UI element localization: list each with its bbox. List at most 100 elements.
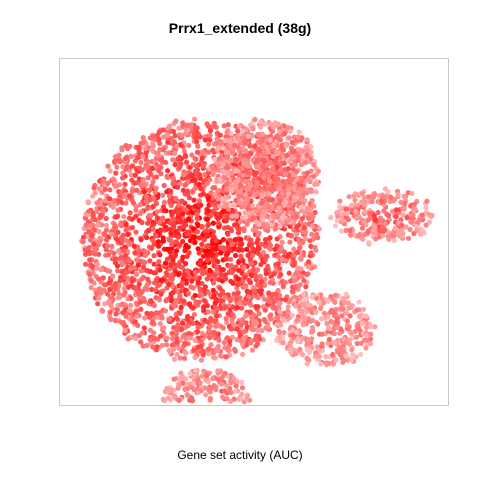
cell-point (355, 321, 361, 328)
cell-point (253, 183, 259, 189)
cell-point (291, 155, 297, 161)
cell-point (419, 212, 425, 218)
cell-point (262, 243, 269, 249)
cell-point (275, 315, 281, 321)
cell-point (239, 241, 245, 247)
cell-point (96, 276, 102, 282)
cell-point (160, 235, 166, 241)
cell-point (204, 180, 210, 186)
cell-point (244, 394, 250, 400)
cell-point (191, 312, 197, 318)
cell-point (258, 279, 264, 285)
cell-point (153, 295, 159, 301)
cell-point (164, 226, 170, 232)
cell-point (90, 213, 96, 219)
cell-point (263, 271, 269, 277)
cell-point (140, 178, 146, 184)
cell-point (270, 124, 276, 130)
cell-point (100, 178, 106, 184)
cell-point (210, 287, 216, 293)
cell-point (205, 233, 211, 239)
cell-point (234, 326, 240, 332)
cell-point (300, 322, 306, 328)
cell-point (329, 319, 335, 325)
cell-point (304, 271, 310, 277)
cell-point (85, 199, 91, 205)
cell-point (340, 359, 346, 365)
cell-point (147, 168, 153, 175)
cell-point (272, 120, 278, 126)
cell-point (281, 249, 287, 255)
cell-point (173, 118, 179, 124)
cell-point (244, 288, 250, 294)
cell-point (177, 207, 183, 213)
cell-point (213, 296, 219, 302)
cell-point (202, 269, 208, 275)
cell-point (150, 319, 156, 325)
cell-point (345, 217, 351, 223)
cell-point (181, 148, 187, 154)
cell-point (95, 301, 101, 307)
cell-point (163, 260, 169, 266)
cell-point (208, 342, 214, 348)
cell-point (235, 276, 241, 282)
cell-point (368, 331, 374, 337)
cell-point (166, 150, 172, 156)
cell-point (326, 336, 332, 342)
cell-point (395, 192, 401, 198)
cell-point (210, 208, 216, 214)
cell-point (174, 315, 180, 321)
cell-point (257, 124, 263, 130)
cell-point (262, 257, 268, 263)
cell-point (243, 320, 249, 326)
cell-point (358, 351, 364, 357)
cell-point (142, 252, 148, 258)
cell-point (305, 205, 311, 211)
cell-point (127, 308, 133, 314)
cell-point (213, 200, 219, 206)
cell-point (344, 211, 350, 217)
cell-point (278, 246, 284, 252)
cell-point (309, 317, 316, 324)
cell-point (252, 337, 258, 343)
cell-point (202, 172, 208, 178)
cell-point (214, 265, 220, 271)
cell-point (241, 399, 247, 405)
cell-point (202, 286, 208, 292)
cell-point (170, 289, 176, 295)
cell-point (94, 208, 100, 215)
cell-point (351, 232, 357, 238)
cell-point (216, 337, 222, 343)
cell-point (258, 139, 264, 145)
cell-point (88, 278, 94, 284)
cell-point (213, 237, 219, 244)
cell-point (137, 299, 143, 305)
cell-point (274, 164, 280, 170)
cell-point (255, 327, 261, 333)
cell-point (299, 273, 305, 279)
cell-point (224, 130, 230, 136)
cell-point (261, 249, 267, 256)
cell-point (343, 206, 349, 212)
cell-point (127, 143, 133, 149)
cell-point (387, 198, 393, 205)
cell-point (277, 129, 283, 135)
cell-point (231, 376, 237, 382)
cell-point (281, 160, 287, 166)
cell-point (177, 293, 183, 299)
cell-point (165, 133, 171, 139)
cell-point (223, 276, 229, 282)
cell-point (185, 178, 191, 184)
cell-point (242, 313, 249, 319)
cell-point (283, 258, 289, 264)
cell-point (302, 315, 309, 322)
cell-point (148, 213, 154, 219)
cell-point (104, 243, 111, 249)
cell-point (285, 186, 291, 192)
cell-point (354, 340, 360, 347)
cell-point (266, 290, 272, 296)
cell-point (169, 336, 176, 342)
cell-point (225, 250, 231, 256)
cell-point (244, 221, 250, 227)
cell-point (123, 227, 129, 233)
